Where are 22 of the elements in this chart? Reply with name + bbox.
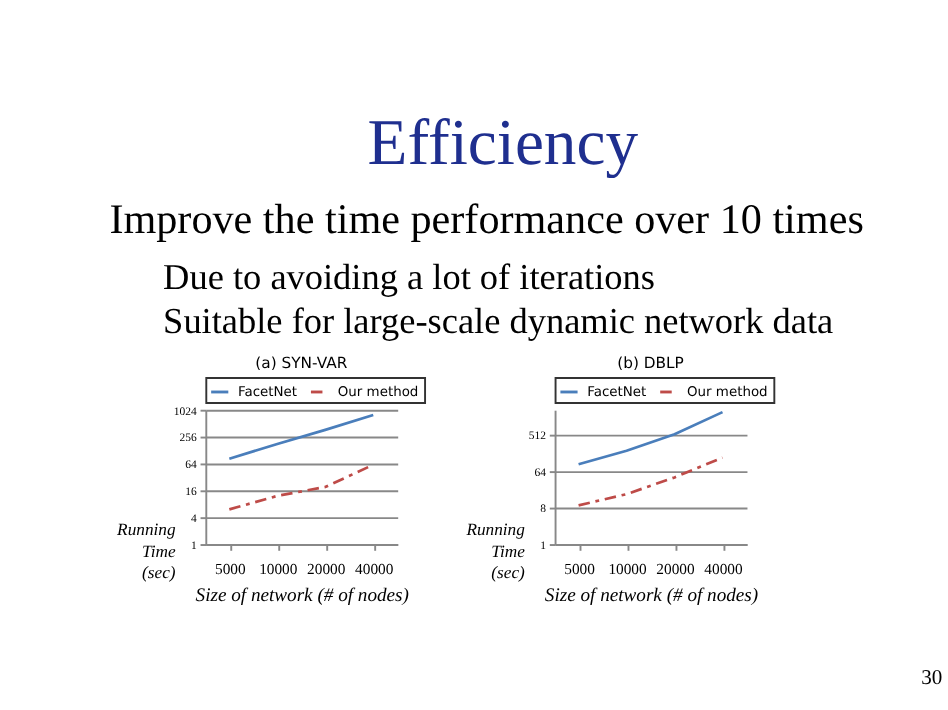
x-axis-title: Size of network (# of nodes) bbox=[544, 584, 759, 607]
x-tick-label: 10000 bbox=[608, 559, 648, 578]
text: Suitable for large-scale dynamic network data bbox=[163, 300, 834, 341]
x-tick-label: 5000 bbox=[214, 559, 246, 578]
x-tick-label: 5000 bbox=[564, 559, 596, 578]
x-tick-label: 20000 bbox=[307, 559, 346, 578]
x-tick-label: 40000 bbox=[355, 559, 394, 578]
x-tick-label: 20000 bbox=[656, 559, 695, 578]
chart-title: (b) DBLP bbox=[617, 354, 685, 373]
text: 30 bbox=[921, 668, 943, 691]
chart-title: (a) SYN-VAR bbox=[255, 354, 349, 373]
x-tick-label: 10000 bbox=[259, 559, 298, 578]
line-series bbox=[227, 413, 375, 461]
line-series bbox=[577, 410, 724, 466]
text: Due to avoiding a lot of iterations bbox=[163, 256, 655, 297]
text: Efficiency bbox=[367, 108, 640, 181]
text: Improve the time performance over 10 times bbox=[109, 195, 864, 244]
x-axis-title: Size of network (# of nodes) bbox=[195, 584, 409, 607]
y-axis-title: Running Time (sec) bbox=[115, 519, 177, 582]
x-tick-label: 40000 bbox=[704, 559, 743, 578]
y-axis-title: Running Time (sec) bbox=[464, 519, 527, 582]
line-series bbox=[577, 456, 724, 507]
